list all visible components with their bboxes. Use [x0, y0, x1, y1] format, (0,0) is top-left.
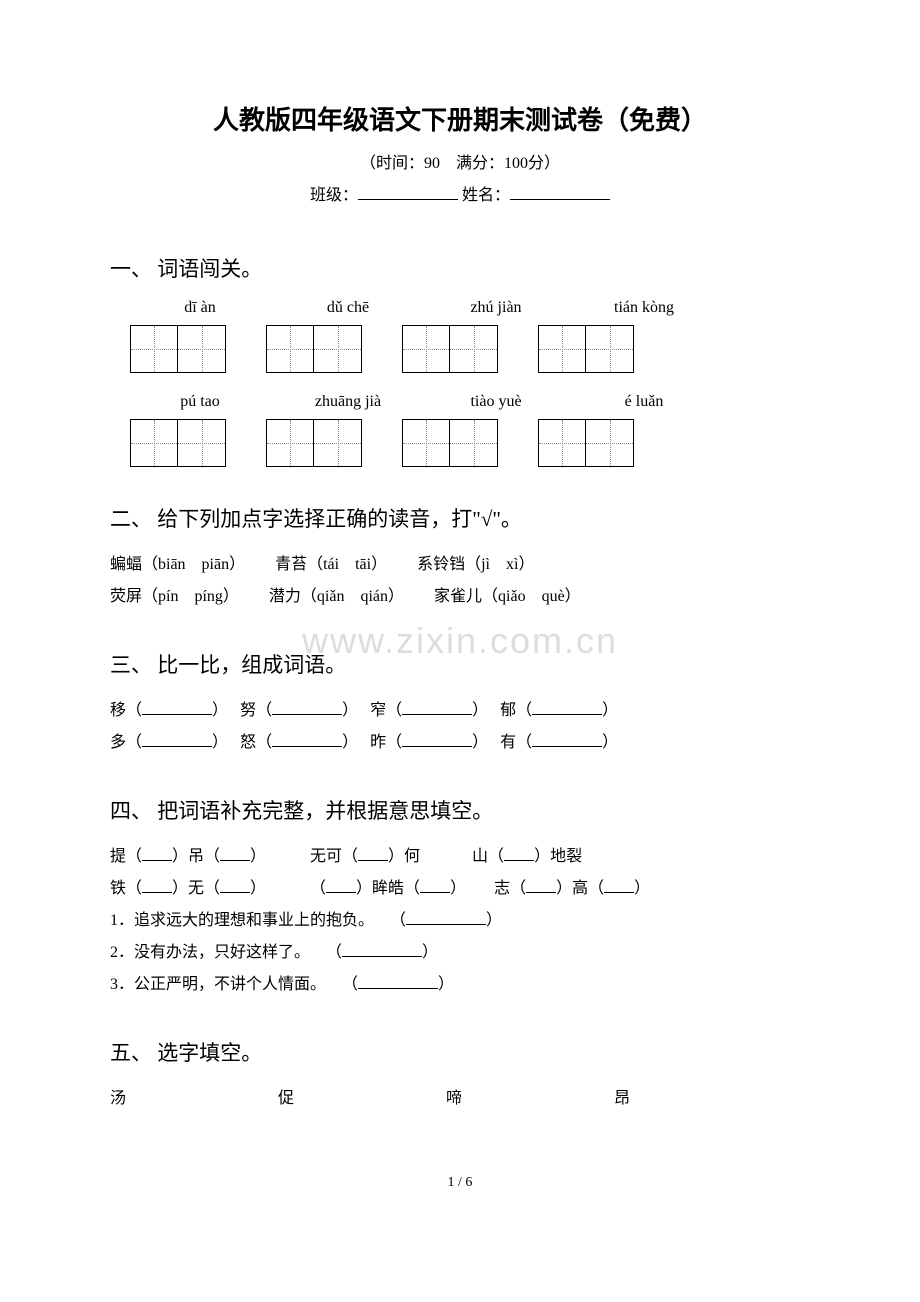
char-box-pair[interactable] — [538, 419, 634, 467]
fill-blank[interactable] — [532, 699, 602, 715]
q3-char: 郁 — [500, 702, 516, 719]
name-blank[interactable] — [510, 184, 610, 200]
section4-item3: 3．公正严明，不讲个人情面。 （） — [110, 969, 810, 1001]
section4-line1: 提（）吊（） 无可（）何 山（）地裂 — [110, 841, 810, 873]
section4-line2: 铁（）无（） （）眸皓（） 志（）高（） — [110, 873, 810, 905]
section2-row2: 荧屏（pín píng） 潜力（qiǎn qián） 家雀儿（qiǎo què） — [110, 581, 810, 613]
fill-blank[interactable] — [220, 845, 250, 861]
page-footer: 1 / 6 — [110, 1175, 810, 1191]
section4-heading: 四、 把词语补充完整，并根据意思填空。 — [110, 795, 810, 825]
pinyin-item: tiào yuè — [446, 393, 546, 411]
fill-blank[interactable] — [142, 845, 172, 861]
q3-char: 有 — [500, 734, 516, 751]
fill-blank[interactable] — [358, 845, 388, 861]
fill-blank[interactable] — [142, 699, 212, 715]
fill-blank[interactable] — [142, 731, 212, 747]
q3-char: 昨 — [370, 734, 386, 751]
class-label: 班级： — [310, 187, 358, 204]
char-box-pair[interactable] — [130, 419, 226, 467]
section3-row1: 移（） 努（） 窄（） 郁（） — [110, 695, 810, 727]
q3-char: 移 — [110, 702, 126, 719]
pinyin-item: dī àn — [150, 299, 250, 317]
box-row-2 — [110, 419, 810, 467]
class-blank[interactable] — [358, 184, 458, 200]
q4-item-text: 3．公正严明，不讲个人情面。 — [110, 976, 318, 993]
section3-row2: 多（） 怒（） 昨（） 有（） — [110, 727, 810, 759]
fill-blank[interactable] — [526, 877, 556, 893]
section5-heading: 五、 选字填空。 — [110, 1037, 810, 1067]
q2-item: 荧屏（pín píng） — [110, 581, 239, 613]
char-box-pair[interactable] — [266, 419, 362, 467]
fill-blank[interactable] — [420, 877, 450, 893]
fill-blank[interactable] — [604, 877, 634, 893]
fill-blank[interactable] — [342, 941, 422, 957]
fill-blank[interactable] — [504, 845, 534, 861]
pinyin-row-2: pú tao zhuāng jià tiào yuè é luǎn — [110, 393, 810, 411]
char-box-pair[interactable] — [538, 325, 634, 373]
box-row-1 — [110, 325, 810, 373]
fill-blank[interactable] — [402, 699, 472, 715]
char-box-pair[interactable] — [130, 325, 226, 373]
section3-heading: 三、 比一比，组成词语。 — [110, 649, 810, 679]
section2-heading: 二、 给下列加点字选择正确的读音，打"√"。 — [110, 503, 810, 533]
pinyin-item: pú tao — [150, 393, 250, 411]
q3-char: 努 — [240, 702, 256, 719]
section5-chars: 汤 促 啼 昂 — [110, 1083, 810, 1115]
q3-char: 怒 — [240, 734, 256, 751]
q2-item: 蝙蝠（biān piān） — [110, 549, 245, 581]
pinyin-item: tián kòng — [594, 299, 694, 317]
pinyin-row-1: dī àn dǔ chē zhú jiàn tián kòng — [110, 299, 810, 317]
fill-blank[interactable] — [406, 909, 486, 925]
fill-blank[interactable] — [358, 973, 438, 989]
char-box-pair[interactable] — [266, 325, 362, 373]
section2-row1: 蝙蝠（biān piān） 青苔（tái tāi） 系铃铛（jì xì） — [110, 549, 810, 581]
char-box-pair[interactable] — [402, 325, 498, 373]
q3-char: 窄 — [370, 702, 386, 719]
pinyin-item: dǔ chē — [298, 299, 398, 317]
q2-item: 潜力（qiǎn qián） — [269, 581, 404, 613]
subtitle: （时间：90 满分：100分） — [110, 149, 810, 173]
fill-blank[interactable] — [272, 731, 342, 747]
pinyin-item: é luǎn — [594, 393, 694, 411]
fill-blank[interactable] — [142, 877, 172, 893]
name-line: 班级： 姓名： — [110, 181, 810, 205]
name-label: 姓名： — [462, 187, 510, 204]
q3-char: 多 — [110, 734, 126, 751]
q2-item: 青苔（tái tāi） — [275, 549, 387, 581]
fill-blank[interactable] — [402, 731, 472, 747]
section1-heading: 一、 词语闯关。 — [110, 253, 810, 283]
q4-item-text: 1．追求远大的理想和事业上的抱负。 — [110, 912, 366, 929]
pinyin-item: zhuāng jià — [298, 393, 398, 411]
section4-item2: 2．没有办法，只好这样了。 （） — [110, 937, 810, 969]
section4-item1: 1．追求远大的理想和事业上的抱负。 （） — [110, 905, 810, 937]
char-box-pair[interactable] — [402, 419, 498, 467]
q4-item-text: 2．没有办法，只好这样了。 — [110, 944, 302, 961]
pinyin-item: zhú jiàn — [446, 299, 546, 317]
q2-item: 系铃铛（jì xì） — [417, 549, 534, 581]
fill-blank[interactable] — [220, 877, 250, 893]
fill-blank[interactable] — [272, 699, 342, 715]
fill-blank[interactable] — [532, 731, 602, 747]
q2-item: 家雀儿（qiǎo què） — [434, 581, 581, 613]
page-title: 人教版四年级语文下册期末测试卷（免费） — [110, 100, 810, 137]
fill-blank[interactable] — [326, 877, 356, 893]
